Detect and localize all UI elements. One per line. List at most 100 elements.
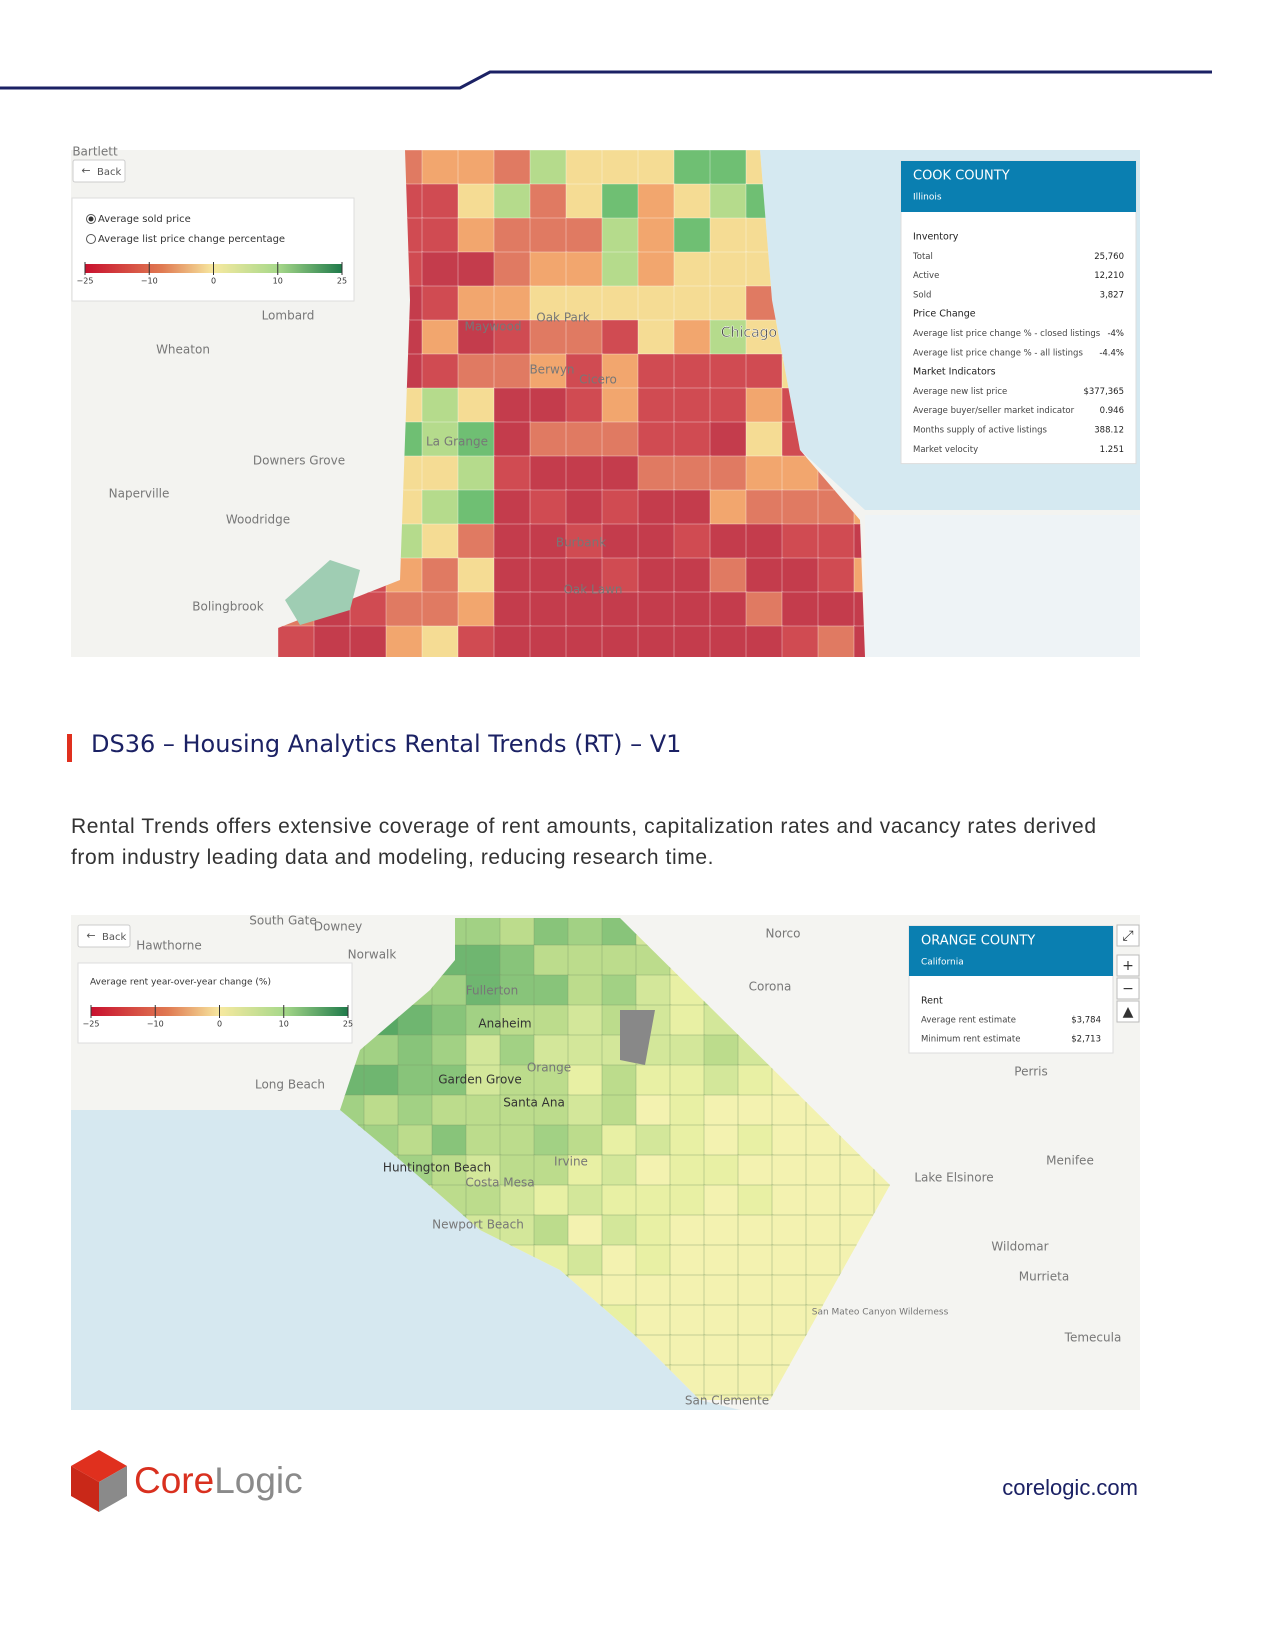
- place-label: Perris: [1014, 1065, 1047, 1079]
- place-label: Berwyn: [529, 363, 574, 377]
- district: [709, 421, 748, 458]
- district: [421, 557, 460, 594]
- brand-logic: Logic: [214, 1460, 302, 1501]
- district: [529, 285, 568, 322]
- legend-option: Average sold price: [98, 214, 191, 225]
- district: [673, 489, 712, 526]
- district: [431, 1154, 468, 1187]
- district: [709, 353, 748, 390]
- district: [771, 1244, 808, 1277]
- legend-tick-label: −10: [141, 277, 158, 286]
- district: [457, 353, 496, 390]
- legend-tick-label: −10: [147, 1020, 164, 1029]
- row-value: 388.12: [1094, 426, 1124, 436]
- footer-url: corelogic.com: [1002, 1475, 1138, 1500]
- legend-tick-label: 10: [273, 277, 283, 286]
- info-panel-header: [909, 926, 1113, 976]
- district: [529, 625, 568, 657]
- zoom-in[interactable]: [1116, 954, 1140, 977]
- district: [781, 625, 820, 657]
- district: [493, 523, 532, 560]
- row-value: $2,713: [1071, 1035, 1101, 1045]
- district: [635, 1304, 672, 1337]
- info-panel-title: COOK COUNTY: [913, 169, 1010, 184]
- place-label: San Clemente: [685, 1394, 769, 1408]
- district: [781, 591, 820, 628]
- district: [421, 523, 460, 560]
- district: [565, 421, 604, 458]
- district: [565, 285, 604, 322]
- place-label: Huntington Beach: [383, 1161, 491, 1175]
- district: [457, 625, 496, 657]
- district: [499, 944, 536, 977]
- legend-tick-label: 25: [337, 277, 347, 286]
- legend-box: [77, 962, 353, 1044]
- district: [465, 1064, 502, 1097]
- district: [431, 1124, 468, 1157]
- district: [397, 1064, 434, 1097]
- district: [673, 217, 712, 254]
- info-panel-header: [901, 161, 1136, 212]
- district: [533, 1154, 570, 1187]
- district: [781, 523, 820, 560]
- back-button[interactable]: [72, 159, 126, 183]
- compass[interactable]: [1116, 1000, 1140, 1023]
- district: [567, 1214, 604, 1247]
- back-label: Back: [102, 932, 126, 943]
- row-value: 25,760: [1094, 252, 1124, 262]
- section-marker: [67, 734, 72, 762]
- district: [421, 285, 460, 322]
- district: [781, 557, 820, 594]
- district: [565, 455, 604, 492]
- district: [493, 285, 532, 322]
- row-value: 3,827: [1100, 290, 1124, 300]
- section-heading: DS36 – Housing Analytics Rental Trends (…: [91, 730, 682, 758]
- district: [637, 625, 676, 657]
- district: [669, 1034, 706, 1067]
- district: [493, 353, 532, 390]
- legend-tick-label: 0: [211, 277, 216, 286]
- row-value: $3,784: [1071, 1016, 1101, 1026]
- district: [493, 455, 532, 492]
- place-label: Fullerton: [466, 984, 519, 998]
- district: [635, 1064, 672, 1097]
- district: [601, 150, 640, 186]
- zoom-out[interactable]: [1116, 977, 1140, 1000]
- section-heading: Rent: [921, 996, 943, 1007]
- district: [635, 1094, 672, 1127]
- back-button[interactable]: [77, 924, 131, 948]
- expand-button-icon: ⤢: [1122, 928, 1133, 944]
- district: [669, 1184, 706, 1217]
- district: [567, 1004, 604, 1037]
- place-label: Bartlett: [72, 145, 118, 159]
- district: [745, 387, 784, 424]
- district: [637, 387, 676, 424]
- district: [601, 974, 638, 1007]
- district: [421, 625, 460, 657]
- district: [493, 421, 532, 458]
- expand-button[interactable]: [1116, 924, 1140, 947]
- row-label: Average list price change % - closed lis…: [913, 329, 1101, 339]
- district: [421, 251, 460, 288]
- district: [709, 251, 748, 288]
- radio[interactable]: [86, 234, 96, 244]
- place-label: Chicago: [721, 325, 777, 341]
- district: [499, 1064, 536, 1097]
- district: [737, 1184, 774, 1217]
- district: [565, 251, 604, 288]
- place-label: Long Beach: [255, 1078, 325, 1092]
- place-label: Burbank: [556, 536, 606, 550]
- place-label: Newport Beach: [432, 1218, 524, 1232]
- district: [771, 1124, 808, 1157]
- district: [457, 387, 496, 424]
- district: [421, 353, 460, 390]
- legend-option: Average list price change percentage: [98, 234, 285, 245]
- district: [703, 1184, 740, 1217]
- district: [529, 217, 568, 254]
- district: [465, 1094, 502, 1127]
- place-label: Hawthorne: [136, 939, 202, 953]
- district: [567, 1154, 604, 1187]
- district: [703, 1154, 740, 1187]
